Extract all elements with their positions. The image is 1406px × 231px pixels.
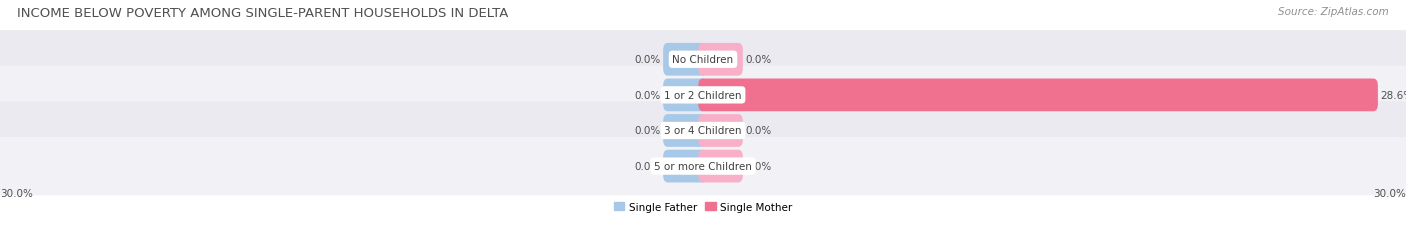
Text: Source: ZipAtlas.com: Source: ZipAtlas.com: [1278, 7, 1389, 17]
FancyBboxPatch shape: [664, 79, 707, 112]
Text: 28.6%: 28.6%: [1381, 91, 1406, 100]
Text: 0.0%: 0.0%: [745, 55, 772, 65]
Text: 5 or more Children: 5 or more Children: [654, 161, 752, 171]
Text: INCOME BELOW POVERTY AMONG SINGLE-PARENT HOUSEHOLDS IN DELTA: INCOME BELOW POVERTY AMONG SINGLE-PARENT…: [17, 7, 508, 20]
Text: 0.0%: 0.0%: [745, 161, 772, 171]
Text: 30.0%: 30.0%: [0, 188, 32, 198]
FancyBboxPatch shape: [664, 150, 707, 183]
Text: 1 or 2 Children: 1 or 2 Children: [664, 91, 742, 100]
Text: 0.0%: 0.0%: [634, 91, 661, 100]
Text: 3 or 4 Children: 3 or 4 Children: [664, 126, 742, 136]
Legend: Single Father, Single Mother: Single Father, Single Mother: [614, 202, 792, 212]
FancyBboxPatch shape: [699, 44, 742, 76]
FancyBboxPatch shape: [0, 66, 1406, 125]
FancyBboxPatch shape: [699, 79, 1378, 112]
FancyBboxPatch shape: [699, 150, 742, 183]
Text: No Children: No Children: [672, 55, 734, 65]
FancyBboxPatch shape: [664, 44, 707, 76]
Text: 0.0%: 0.0%: [745, 126, 772, 136]
Text: 0.0%: 0.0%: [634, 126, 661, 136]
FancyBboxPatch shape: [664, 115, 707, 147]
Text: 30.0%: 30.0%: [1374, 188, 1406, 198]
FancyBboxPatch shape: [0, 102, 1406, 160]
Text: 0.0%: 0.0%: [634, 161, 661, 171]
FancyBboxPatch shape: [699, 115, 742, 147]
FancyBboxPatch shape: [0, 31, 1406, 89]
Text: 0.0%: 0.0%: [634, 55, 661, 65]
FancyBboxPatch shape: [0, 137, 1406, 195]
